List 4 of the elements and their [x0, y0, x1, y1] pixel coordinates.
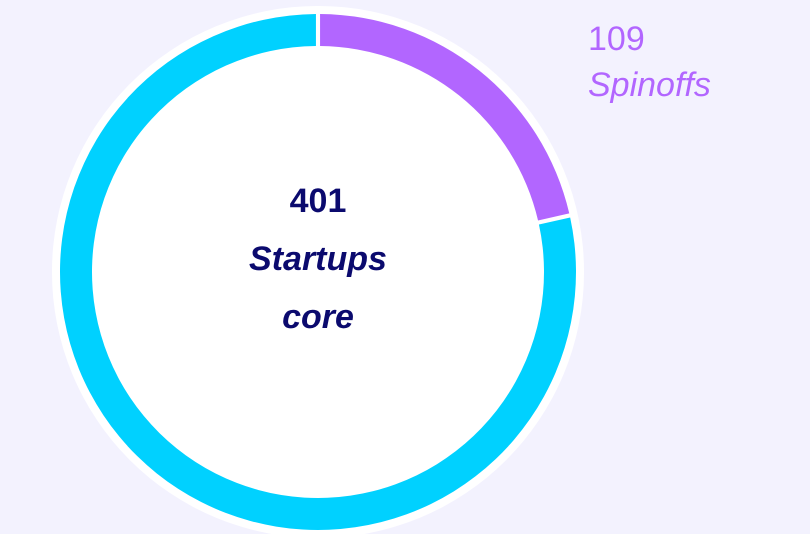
slice-label: Spinoffs [588, 66, 711, 104]
data-label: 109 [588, 20, 645, 58]
data-label: 401 [290, 182, 346, 220]
slice-label: Startups core [249, 240, 387, 336]
